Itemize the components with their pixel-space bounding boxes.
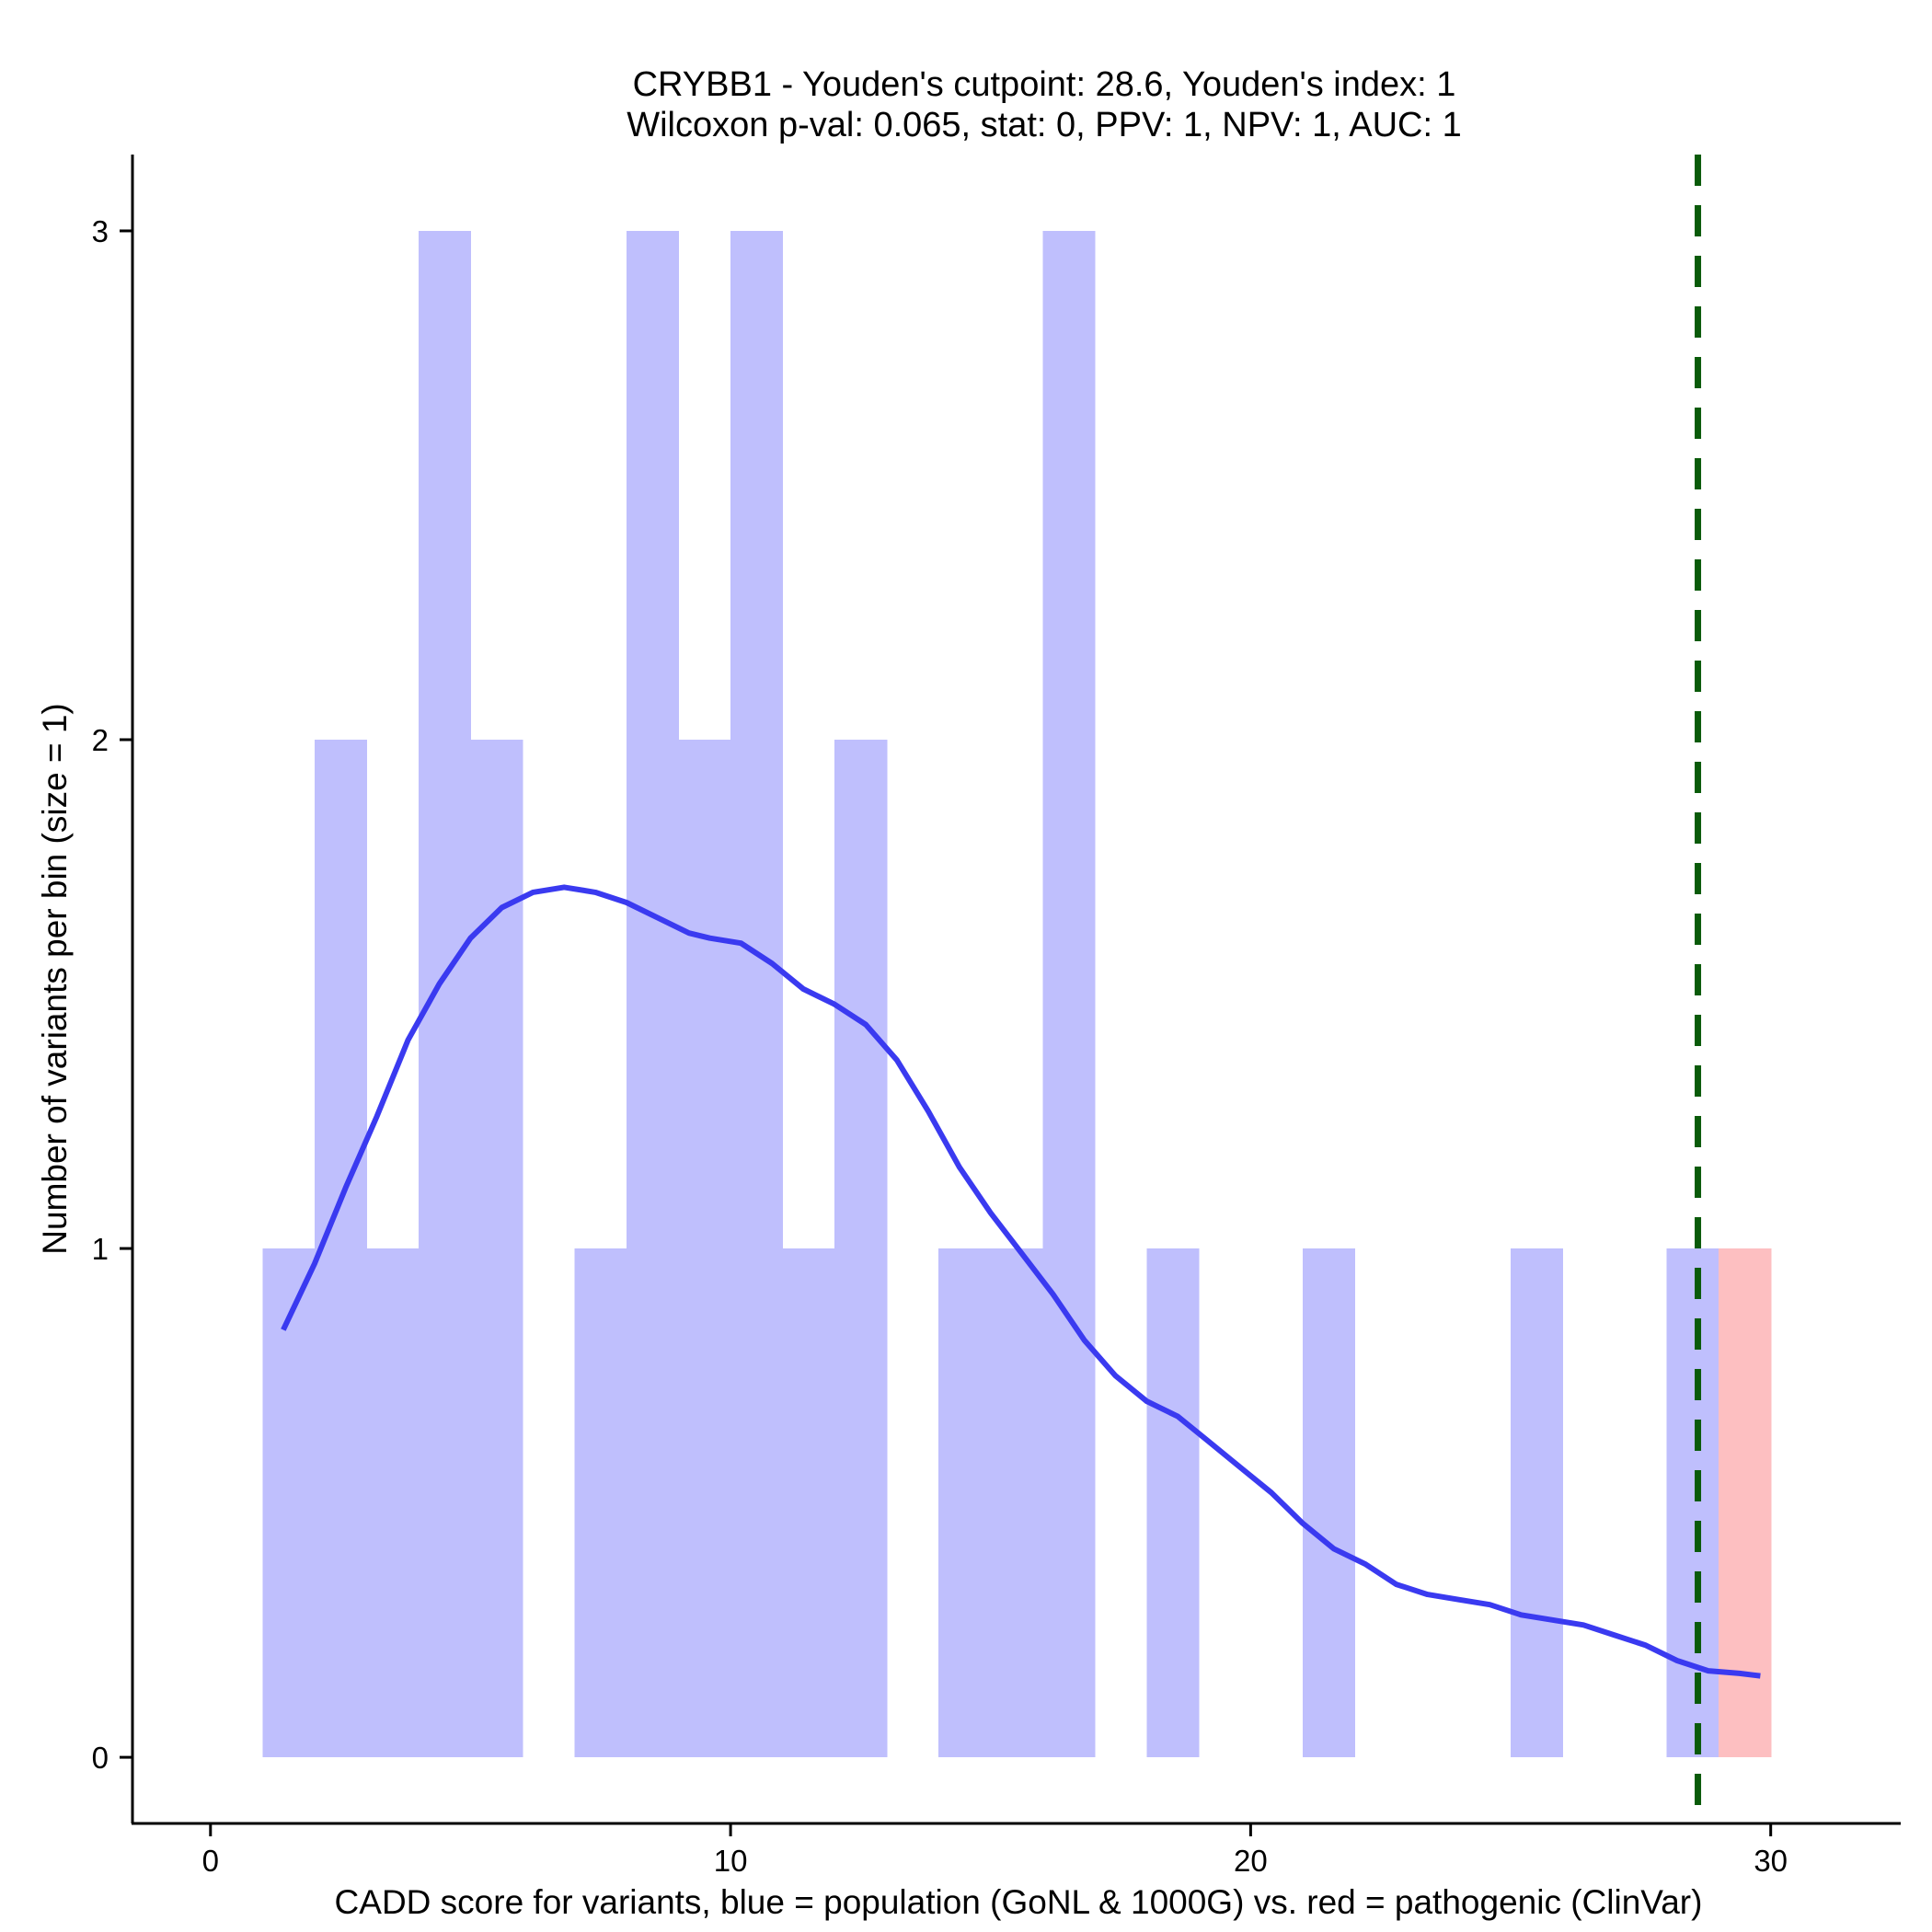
histogram-bar-population-15 (990, 1248, 1043, 1758)
chart-title-line1: CRYBB1 - Youden's cutpoint: 28.6, Youden… (633, 65, 1456, 104)
histogram-bar-population-9 (678, 740, 731, 1758)
density-curve-layer (281, 884, 1761, 1679)
y-tick-label-1: 1 (92, 1232, 109, 1266)
y-tick-label-3: 3 (92, 214, 109, 248)
histogram-bar-population-18 (1146, 1248, 1200, 1758)
y-tick-label-2: 2 (92, 723, 109, 757)
x-tick-label-30: 30 (1754, 1844, 1788, 1878)
histogram-bar-population-16 (1042, 230, 1096, 1758)
histogram-bar-population-5 (470, 740, 523, 1758)
y-tick-label-0: 0 (92, 1741, 109, 1775)
ticks-layer: 0 10 20 30 0 1 2 3 (92, 214, 1788, 1878)
histogram-bar-population-25 (1511, 1248, 1564, 1758)
x-axis-title: CADD score for variants, blue = populati… (335, 1883, 1703, 1921)
bars-layer (262, 230, 1772, 1758)
histogram-bar-population-4 (418, 230, 472, 1758)
histogram-bar-population-28 (1666, 1248, 1719, 1758)
x-tick-label-0: 0 (202, 1844, 219, 1878)
histogram-bar-pathogenic-29 (1719, 1248, 1772, 1758)
histogram-bar-population-12 (834, 740, 888, 1758)
histogram-bar-population-11 (782, 1248, 835, 1758)
histogram-bar-population-7 (574, 1248, 627, 1758)
histogram-bar-population-1 (262, 1248, 316, 1758)
histogram-bar-population-8 (627, 230, 680, 1758)
density-curve-line (281, 884, 1761, 1679)
x-tick-label-20: 20 (1234, 1844, 1268, 1878)
x-tick-label-10: 10 (714, 1844, 748, 1878)
y-axis-title: Number of variants per bin (size = 1) (36, 703, 74, 1254)
histogram-bar-population-21 (1302, 1248, 1356, 1758)
histogram-bar-population-3 (366, 1248, 420, 1758)
histogram-bar-population-14 (938, 1248, 992, 1758)
histogram-bar-population-10 (730, 230, 784, 1758)
chart-title-line2: Wilcoxon p-val: 0.065, stat: 0, PPV: 1, … (627, 106, 1461, 144)
